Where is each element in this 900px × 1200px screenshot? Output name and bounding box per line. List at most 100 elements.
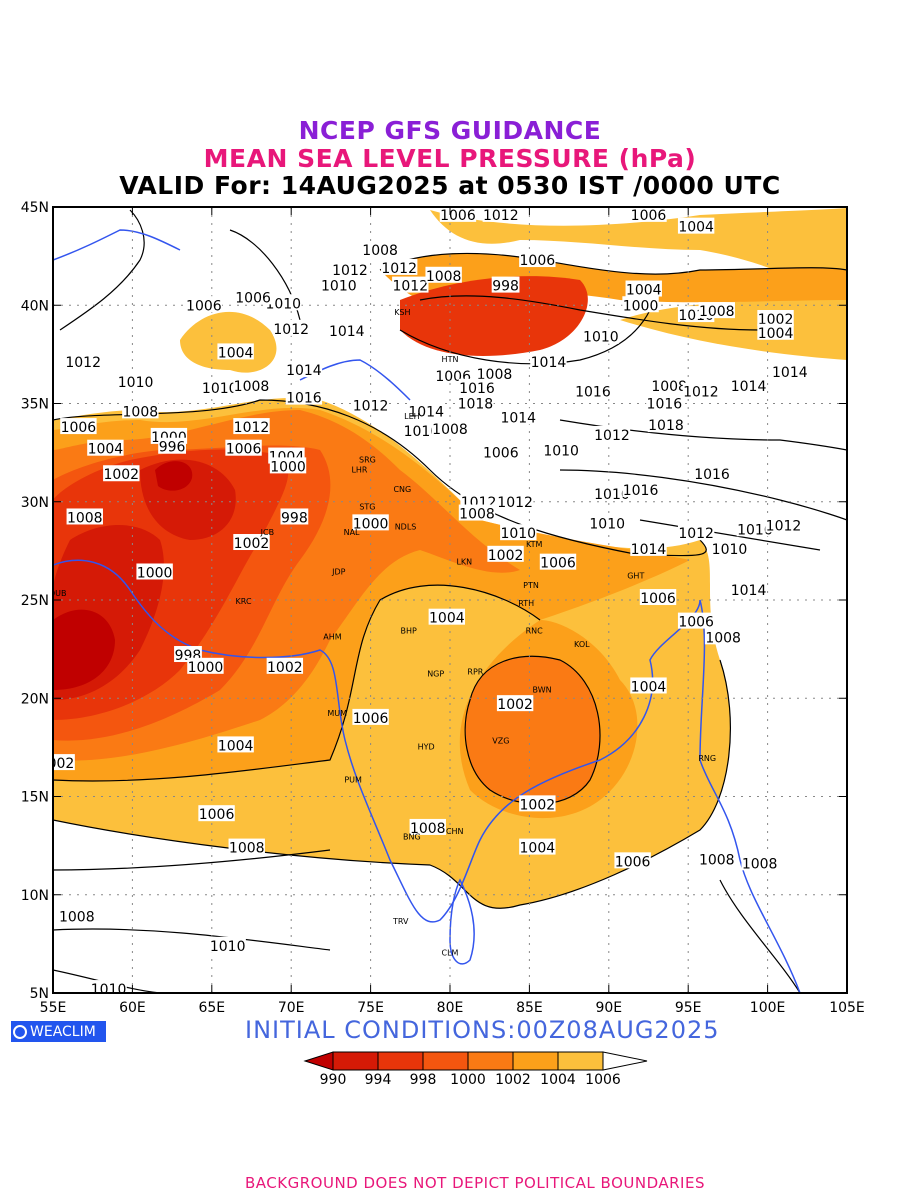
contour-label: 1012 (678, 526, 714, 542)
contour-label: 1012 (273, 322, 309, 338)
contour-label-bg (500, 524, 537, 541)
contour-label: 1006 (540, 556, 576, 572)
contour-label-bg (87, 439, 124, 456)
contour-label: 1010 (583, 330, 619, 346)
contour-label: 1010 (118, 375, 154, 391)
contour-label: 1006 (615, 854, 651, 870)
contour-label-bg (771, 363, 809, 380)
city-label: HYD (418, 742, 435, 751)
city-label: NDLS (395, 522, 417, 531)
contour-label-bg (285, 361, 323, 378)
contour-label-bg (539, 553, 577, 570)
contour-label-bg (765, 516, 802, 533)
contour-label: 1006 (61, 420, 97, 436)
colorbar-label: 1004 (540, 1072, 576, 1088)
graticule (53, 207, 847, 993)
isobar-fill-1002-bay (465, 656, 600, 804)
contour-label: 1004 (429, 611, 465, 627)
contour-label: 1016 (286, 391, 322, 407)
contour-label-bg (380, 258, 418, 275)
lat-tick-label: 30N (21, 495, 49, 511)
contour-label-bg (458, 504, 496, 521)
contour-label: 1006 (640, 591, 676, 607)
contour-label-bg (233, 376, 270, 393)
title-line-2: MEAN SEA LEVEL PRESSURE (hPa) (203, 144, 697, 173)
colorbar-label: 1000 (450, 1072, 486, 1088)
contour-label: 1008 (67, 510, 103, 526)
contour-label-bg (487, 545, 524, 562)
contour-label: 1014 (772, 365, 808, 381)
contour-label-bg (403, 422, 440, 439)
contour-label: 1012 (381, 261, 417, 277)
contour-label: 1012 (594, 428, 630, 444)
contour-label: 1008 (742, 856, 778, 872)
city-label: RNC (526, 626, 544, 635)
contour-label-bg (201, 378, 238, 395)
contour-label: 1008 (362, 243, 398, 259)
contour-label-bg (682, 382, 720, 399)
contour-label: 1004 (626, 283, 662, 299)
contour-label: 1014 (408, 404, 444, 420)
contour-label-bg (677, 217, 715, 234)
contour-label-bg (234, 288, 272, 305)
colorbar-label: 990 (320, 1072, 347, 1088)
contour-label: 1008 (651, 379, 687, 395)
contour-label-bg (593, 425, 631, 442)
contour-label-bg (457, 394, 494, 411)
contour-label-bg (519, 838, 556, 855)
city-label: LEH (404, 412, 420, 421)
lat-tick-label: 40N (21, 298, 49, 314)
city-label: AHM (323, 632, 341, 641)
contour-label: 1004 (218, 345, 254, 361)
contour-label-bg (589, 514, 626, 531)
contour-label: 1016 (575, 385, 611, 401)
colorbar-swatch (557, 1051, 604, 1071)
contour-label: 1006 (678, 615, 714, 631)
city-label: DUB (49, 589, 67, 598)
lat-tick-label: 5N (30, 986, 49, 1002)
contour-label-bg (407, 402, 445, 419)
city-label: CLM (442, 949, 459, 958)
city-label: TRV (392, 917, 409, 926)
colorbar-arrow-right (602, 1051, 648, 1071)
colorbar-swatch (377, 1051, 424, 1071)
contour-label: 1008 (699, 304, 735, 320)
contour-label-bg (320, 276, 358, 293)
contour-label-bg (736, 520, 774, 537)
contour-label: 1008 (426, 269, 462, 285)
contour-label: 1008 (699, 852, 735, 868)
contour-label: 1000 (353, 516, 389, 532)
contour-label-bg (677, 524, 715, 541)
city-label: BHP (401, 626, 418, 635)
contour-label: 1016 (623, 483, 659, 499)
contour-label: 1014 (631, 542, 667, 558)
city-label: BWN (533, 685, 552, 694)
colorbar-swatch (467, 1051, 514, 1071)
lon-tick-label: 70E (278, 1000, 305, 1016)
contour-label: 1012 (332, 263, 368, 279)
contour-label-bg (90, 980, 127, 993)
lat-tick-label: 25N (21, 593, 49, 609)
contour-label: 1014 (500, 410, 536, 426)
contour-label-bg (158, 437, 186, 454)
city-label: RNG (698, 754, 716, 763)
lon-tick-label: 100E (750, 1000, 786, 1016)
city-label: JDP (331, 567, 346, 576)
contour-label-bg (622, 480, 659, 497)
contour-label: 1014 (731, 583, 767, 599)
contour-label-bg (266, 657, 304, 674)
contour-label: 1000 (188, 660, 224, 676)
city-label: KTM (526, 540, 543, 549)
contour-label-bg (757, 323, 794, 340)
contour-label: 1010 (594, 487, 630, 503)
contour-label-bg (352, 514, 389, 531)
contour-label-bg (711, 539, 748, 556)
contour-label: 1004 (758, 326, 794, 342)
colorbar-label: 1006 (585, 1072, 621, 1088)
contour-label-bg (392, 276, 429, 293)
contour-label: 1004 (218, 738, 254, 754)
latitude-ticks: 45N 40N 35N 30N 25N 20N 15N 10N 5N (21, 200, 847, 1002)
contour-label: 1002 (234, 536, 270, 552)
contour-label-bg (704, 628, 742, 645)
contour-label: 1010 (265, 296, 301, 312)
